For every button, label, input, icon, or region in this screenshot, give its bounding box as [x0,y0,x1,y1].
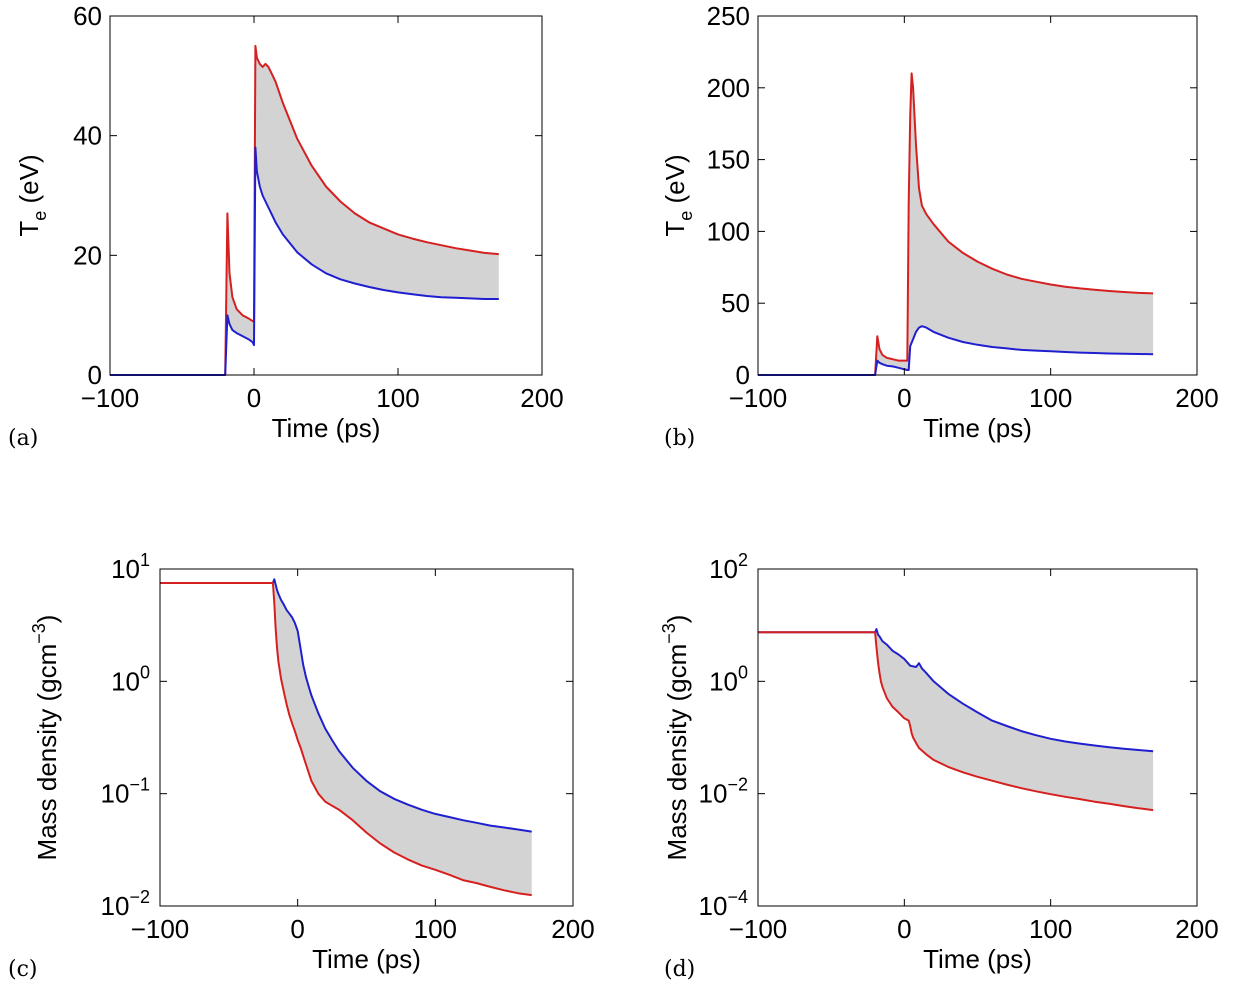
y-tick-label: 100 [111,662,150,696]
x-tick-label: −100 [131,914,190,944]
y-tick-exponent: −2 [129,887,150,907]
series-line-1 [758,72,1154,376]
x-tick-label: 100 [376,383,419,413]
y-axis-label-end: ) [662,615,692,624]
x-tick-label: −100 [729,383,788,413]
series-line-2 [110,146,499,376]
x-axis-label: Time (ps) [923,413,1032,443]
series-line-2 [160,582,532,897]
y-tick-label: 50 [721,288,750,318]
series-line-1 [758,628,1154,753]
y-tick-label: 20 [73,240,102,270]
y-tick-exponent: 1 [140,550,150,570]
y-tick-label: 10−2 [699,775,748,809]
y-tick-label: 60 [73,1,102,31]
y-tick-label: 0 [736,360,750,390]
y-tick-label: 101 [111,550,150,584]
series-line-2 [758,631,1154,812]
y-tick-exponent: −1 [129,775,150,795]
axes-frame [757,568,1198,907]
x-tick-label: −100 [81,383,140,413]
y-tick-base: 10 [101,779,130,809]
shaded-band [758,629,1154,811]
y-tick-label: 10−2 [101,887,150,921]
y-tick-label: 250 [707,1,750,31]
x-axis-label: Time (ps) [272,413,381,443]
y-tick-label: 150 [707,145,750,175]
x-tick-label: 200 [551,914,594,944]
series-line-1 [160,578,532,833]
x-tick-label: 100 [414,914,457,944]
y-axis-label-unit: (eV) [14,154,44,210]
y-tick-exponent: 0 [738,662,748,682]
panel-label: (d) [664,957,695,982]
y-tick-label: 40 [73,121,102,151]
shaded-band [758,73,1154,376]
y-tick-base: 10 [101,891,130,921]
x-tick-label: 200 [1175,914,1218,944]
y-axis-label-main: Mass density (gcm [662,644,692,861]
x-tick-label: −100 [729,914,788,944]
y-axis-label-main: T [14,221,44,237]
y-axis-label-sup: −3 [659,623,679,644]
x-tick-label: 100 [1029,914,1072,944]
y-axis-label-sup: −3 [29,623,49,644]
y-tick-label: 200 [707,73,750,103]
x-tick-label: 0 [290,914,304,944]
axes-frame [159,568,574,907]
shaded-band [160,579,532,896]
y-tick-exponent: 0 [140,662,150,682]
x-axis-label: Time (ps) [923,944,1032,974]
y-tick-base: 10 [709,554,738,584]
axes-frame [757,15,1198,376]
y-tick-exponent: 2 [738,550,748,570]
x-axis-label: Time (ps) [312,944,421,974]
y-axis-label-end: ) [32,615,62,624]
y-tick-label: 10−4 [699,887,748,921]
y-tick-base: 10 [699,891,728,921]
y-tick-base: 10 [699,779,728,809]
y-axis-label: Mass density (gcm−3) [29,615,62,861]
y-axis-label-sub: e [30,211,50,221]
x-tick-label: 0 [897,914,911,944]
panel-label: (c) [8,957,38,982]
y-tick-base: 10 [111,554,140,584]
x-tick-label: 100 [1029,383,1072,413]
x-tick-label: 200 [1175,383,1218,413]
y-tick-exponent: −4 [727,887,748,907]
axes-frame [109,15,543,376]
y-axis-label: Te (eV) [14,154,50,236]
shaded-band [110,45,499,376]
x-tick-label: 0 [247,383,261,413]
y-axis-label: Te (eV) [660,154,696,236]
y-axis-label-sub: e [676,211,696,221]
y-axis-label-main: Mass density (gcm [32,644,62,861]
x-tick-label: 0 [897,383,911,413]
y-tick-label: 10−1 [101,775,150,809]
y-tick-base: 10 [709,666,738,696]
panel-label: (a) [8,426,38,451]
y-axis-label-main: T [660,221,690,237]
y-tick-label: 102 [709,550,748,584]
panel-label: (b) [664,426,695,451]
y-tick-label: 100 [709,662,748,696]
y-axis-label-unit: (eV) [660,154,690,210]
y-tick-label: 0 [88,360,102,390]
y-tick-exponent: −2 [727,775,748,795]
y-tick-label: 100 [707,216,750,246]
series-line-2 [758,325,1154,376]
series-line-1 [110,44,499,376]
y-tick-base: 10 [111,666,140,696]
x-tick-label: 200 [520,383,563,413]
y-axis-label: Mass density (gcm−3) [659,615,692,861]
